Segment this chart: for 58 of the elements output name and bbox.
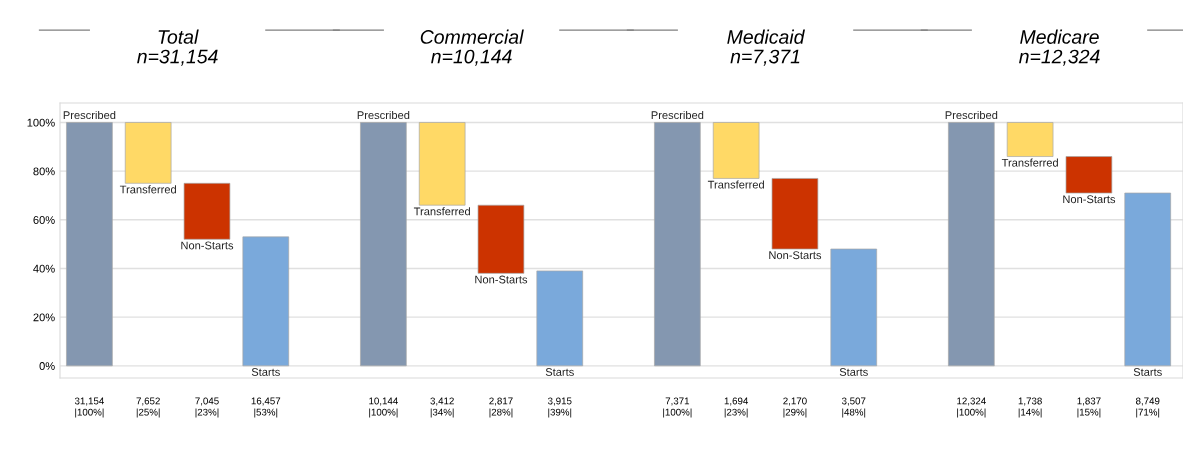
bar: [242, 236, 290, 367]
data-label: 2,817 |28%|: [489, 397, 513, 418]
x-tick-label: Starts: [251, 368, 280, 376]
x-tick-label: Transferred: [1001, 158, 1058, 167]
data-label: 8,749 |71%|: [1135, 397, 1160, 418]
y-tick-label: 20%: [33, 313, 55, 322]
data-label: 12,324 |100%|: [957, 397, 986, 418]
data-label: 1,694 |23%|: [724, 397, 749, 418]
bar: [771, 178, 819, 250]
x-tick-label: Non-Starts: [475, 275, 528, 284]
data-label: 7,371 |100%|: [663, 397, 692, 418]
x-tick-label: Non-Starts: [769, 251, 822, 260]
bar: [1006, 122, 1054, 157]
bar: [360, 122, 407, 367]
y-tick-label: 0%: [39, 362, 55, 370]
bar: [830, 248, 878, 367]
y-tick-label: 40%: [33, 264, 55, 273]
bar: [1124, 192, 1171, 367]
x-tick-label: Prescribed: [945, 110, 998, 120]
text: Total n=31,154: [137, 29, 218, 66]
bar: [536, 270, 584, 367]
text: Commercial n=10,144: [420, 29, 524, 66]
x-tick-label: Prescribed: [651, 110, 704, 120]
data-label: 1,837 |15%|: [1077, 397, 1101, 418]
data-label: 3,412 |34%|: [430, 397, 454, 418]
x-tick-label: Transferred: [119, 185, 176, 194]
x-tick-label: Prescribed: [63, 110, 116, 120]
data-label: 2,170 |29%|: [783, 397, 807, 418]
data-label: 3,507 |48%|: [841, 397, 866, 418]
x-tick-label: Non-Starts: [1063, 195, 1116, 204]
x-tick-label: Starts: [1133, 368, 1162, 376]
x-tick-label: Transferred: [707, 180, 764, 189]
x-tick-label: Non-Starts: [181, 241, 234, 250]
bar: [418, 122, 466, 206]
bar: [712, 122, 760, 179]
bar: [654, 122, 701, 367]
bar: [183, 182, 231, 240]
data-label: 7,045 |23%|: [195, 397, 219, 418]
x-tick-label: Prescribed: [357, 110, 410, 120]
y-tick-label: 80%: [33, 167, 55, 176]
x-tick-label: Starts: [545, 368, 574, 376]
y-tick-label: 100%: [27, 118, 55, 127]
data-label: 3,915 |39%|: [547, 397, 572, 418]
data-label: 10,144 |100%|: [369, 397, 398, 418]
text: Medicaid n=7,371: [727, 29, 805, 66]
bar: [124, 122, 172, 184]
y-tick-label: 60%: [33, 216, 55, 224]
data-label: 31,154 |100%|: [74, 397, 104, 418]
x-tick-label: Starts: [839, 368, 868, 376]
x-tick-label: Transferred: [413, 207, 470, 216]
bar: [948, 122, 995, 367]
data-label: 1,738 |14%|: [1018, 397, 1042, 418]
text: Medicare n=12,324: [1019, 29, 1100, 66]
data-label: 16,457 |53%|: [251, 397, 281, 418]
bar: [477, 204, 525, 274]
data-label: 7,652 |25%|: [136, 397, 160, 418]
bar: [66, 122, 113, 367]
bar: [1065, 156, 1113, 194]
